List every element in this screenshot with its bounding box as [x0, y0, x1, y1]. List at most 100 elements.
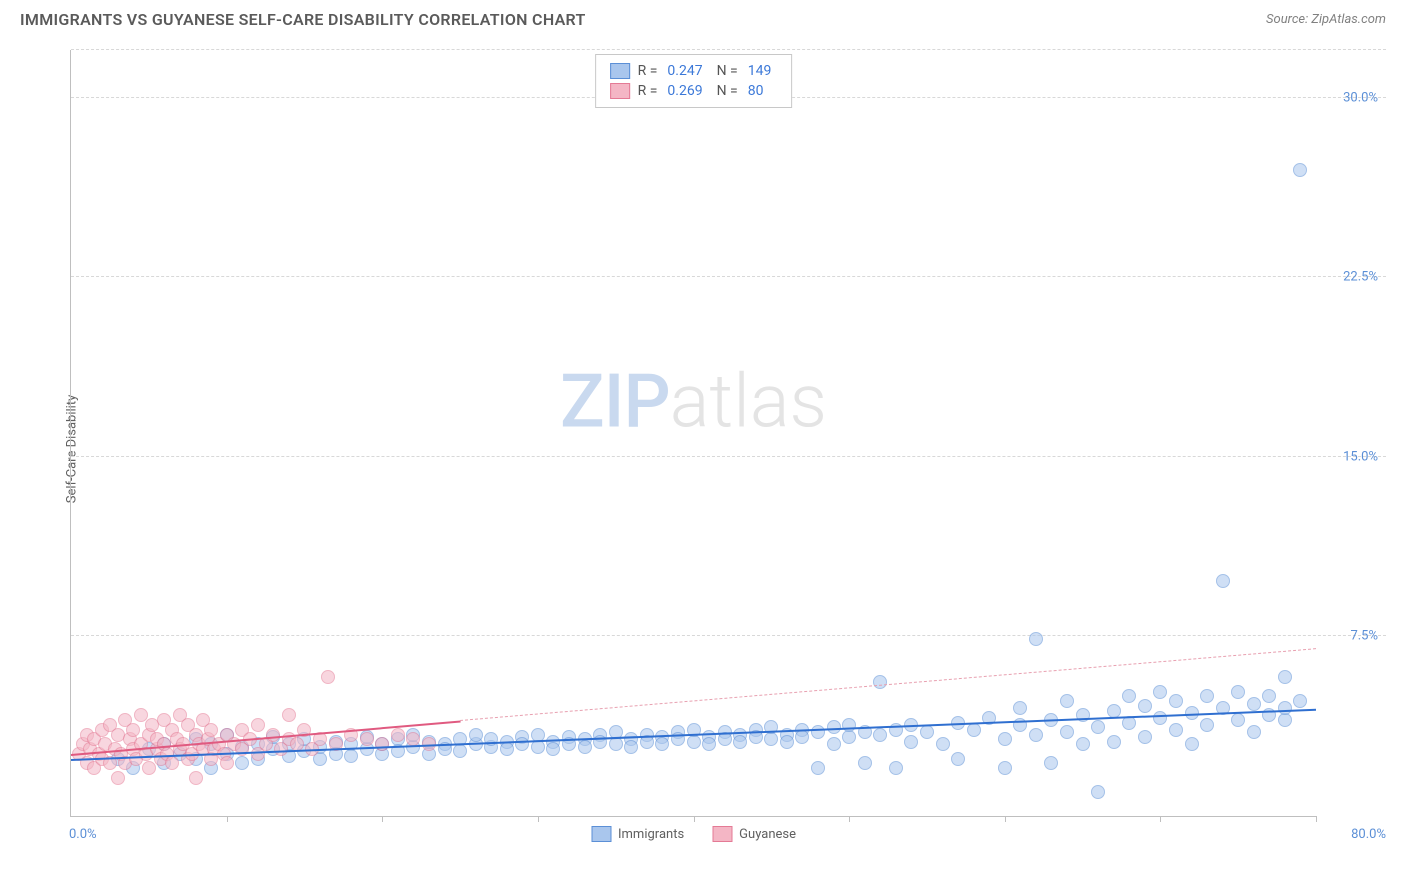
data-point: [998, 761, 1012, 775]
data-point: [687, 735, 701, 749]
swatch-guyanese: [610, 83, 630, 99]
data-point: [578, 740, 592, 754]
chart-container: Self-Care Disability ZIPatlas R = 0.247 …: [50, 50, 1386, 847]
series-legend: Immigrants Guyanese: [591, 826, 796, 842]
x-tick: [1160, 816, 1161, 822]
x-max-label: 80.0%: [1351, 827, 1386, 842]
data-point: [764, 732, 778, 746]
data-point: [484, 732, 498, 746]
data-point: [1169, 694, 1183, 708]
data-point: [998, 732, 1012, 746]
legend-row-guyanese: R = 0.269 N = 80: [610, 81, 778, 101]
watermark: ZIPatlas: [560, 359, 827, 446]
y-tick-label: 30.0%: [1343, 90, 1378, 105]
data-point: [1216, 574, 1230, 588]
data-point: [936, 737, 950, 751]
data-point: [189, 771, 203, 785]
data-point: [1107, 704, 1121, 718]
x-tick: [227, 816, 228, 822]
swatch-guyanese-icon: [712, 826, 732, 842]
data-point: [220, 756, 234, 770]
gridline: [71, 49, 1386, 50]
data-point: [858, 756, 872, 770]
data-point: [142, 761, 156, 775]
legend-label-guyanese: Guyanese: [739, 827, 796, 842]
data-point: [1169, 723, 1183, 737]
data-point: [111, 771, 125, 785]
n-value-immigrants: 149: [746, 63, 778, 79]
data-point: [1091, 720, 1105, 734]
x-min-label: 0.0%: [69, 827, 97, 842]
data-point: [1247, 725, 1261, 739]
data-point: [873, 675, 887, 689]
data-point: [1122, 689, 1136, 703]
data-point: [500, 742, 514, 756]
data-point: [344, 749, 358, 763]
data-point: [1076, 708, 1090, 722]
data-point: [1153, 711, 1167, 725]
data-point: [1200, 689, 1214, 703]
data-point: [515, 737, 529, 751]
data-point: [1013, 701, 1027, 715]
x-tick: [1005, 816, 1006, 822]
data-point: [624, 740, 638, 754]
data-point: [282, 708, 296, 722]
data-point: [1278, 713, 1292, 727]
n-value-guyanese: 80: [746, 83, 770, 99]
chart-header: IMMIGRANTS VS GUYANESE SELF-CARE DISABIL…: [0, 0, 1406, 35]
data-point: [1029, 728, 1043, 742]
r-value-immigrants: 0.247: [665, 63, 708, 79]
gridline: [71, 276, 1386, 277]
watermark-zip: ZIP: [560, 359, 670, 446]
data-point: [904, 735, 918, 749]
data-point: [920, 725, 934, 739]
gridline: [71, 635, 1386, 636]
plot-area: ZIPatlas R = 0.247 N = 149 R = 0.269 N =…: [70, 50, 1316, 817]
gridline: [71, 456, 1386, 457]
swatch-immigrants: [610, 63, 630, 79]
data-point: [1091, 785, 1105, 799]
data-point: [1293, 694, 1307, 708]
data-point: [1200, 718, 1214, 732]
data-point: [655, 737, 669, 751]
x-tick: [538, 816, 539, 822]
data-point: [1029, 632, 1043, 646]
data-point: [780, 735, 794, 749]
data-point: [873, 728, 887, 742]
data-point: [251, 718, 265, 732]
data-point: [1278, 701, 1292, 715]
chart-title: IMMIGRANTS VS GUYANESE SELF-CARE DISABIL…: [20, 10, 586, 29]
r-value-guyanese: 0.269: [665, 83, 708, 99]
data-point: [204, 723, 218, 737]
chart-source: Source: ZipAtlas.com: [1266, 12, 1386, 27]
data-point: [469, 728, 483, 742]
data-point: [967, 723, 981, 737]
data-point: [126, 723, 140, 737]
data-point: [1247, 697, 1261, 711]
data-point: [375, 737, 389, 751]
data-point: [546, 742, 560, 756]
y-tick-label: 7.5%: [1350, 629, 1378, 644]
legend-label-immigrants: Immigrants: [618, 827, 684, 842]
data-point: [1076, 737, 1090, 751]
data-point: [842, 718, 856, 732]
data-point: [1153, 685, 1167, 699]
data-point: [795, 730, 809, 744]
data-point: [1060, 694, 1074, 708]
data-point: [321, 670, 335, 684]
data-point: [235, 756, 249, 770]
legend-item-immigrants: Immigrants: [591, 826, 684, 842]
data-point: [811, 725, 825, 739]
data-point: [733, 735, 747, 749]
legend-item-guyanese: Guyanese: [712, 826, 796, 842]
data-point: [1278, 670, 1292, 684]
data-point: [827, 737, 841, 751]
data-point: [360, 732, 374, 746]
data-point: [165, 756, 179, 770]
data-point: [453, 744, 467, 758]
trend-line: [71, 708, 1316, 760]
swatch-immigrants-icon: [591, 826, 611, 842]
correlation-legend: R = 0.247 N = 149 R = 0.269 N = 80: [595, 54, 793, 108]
data-point: [1044, 756, 1058, 770]
data-point: [1231, 713, 1245, 727]
